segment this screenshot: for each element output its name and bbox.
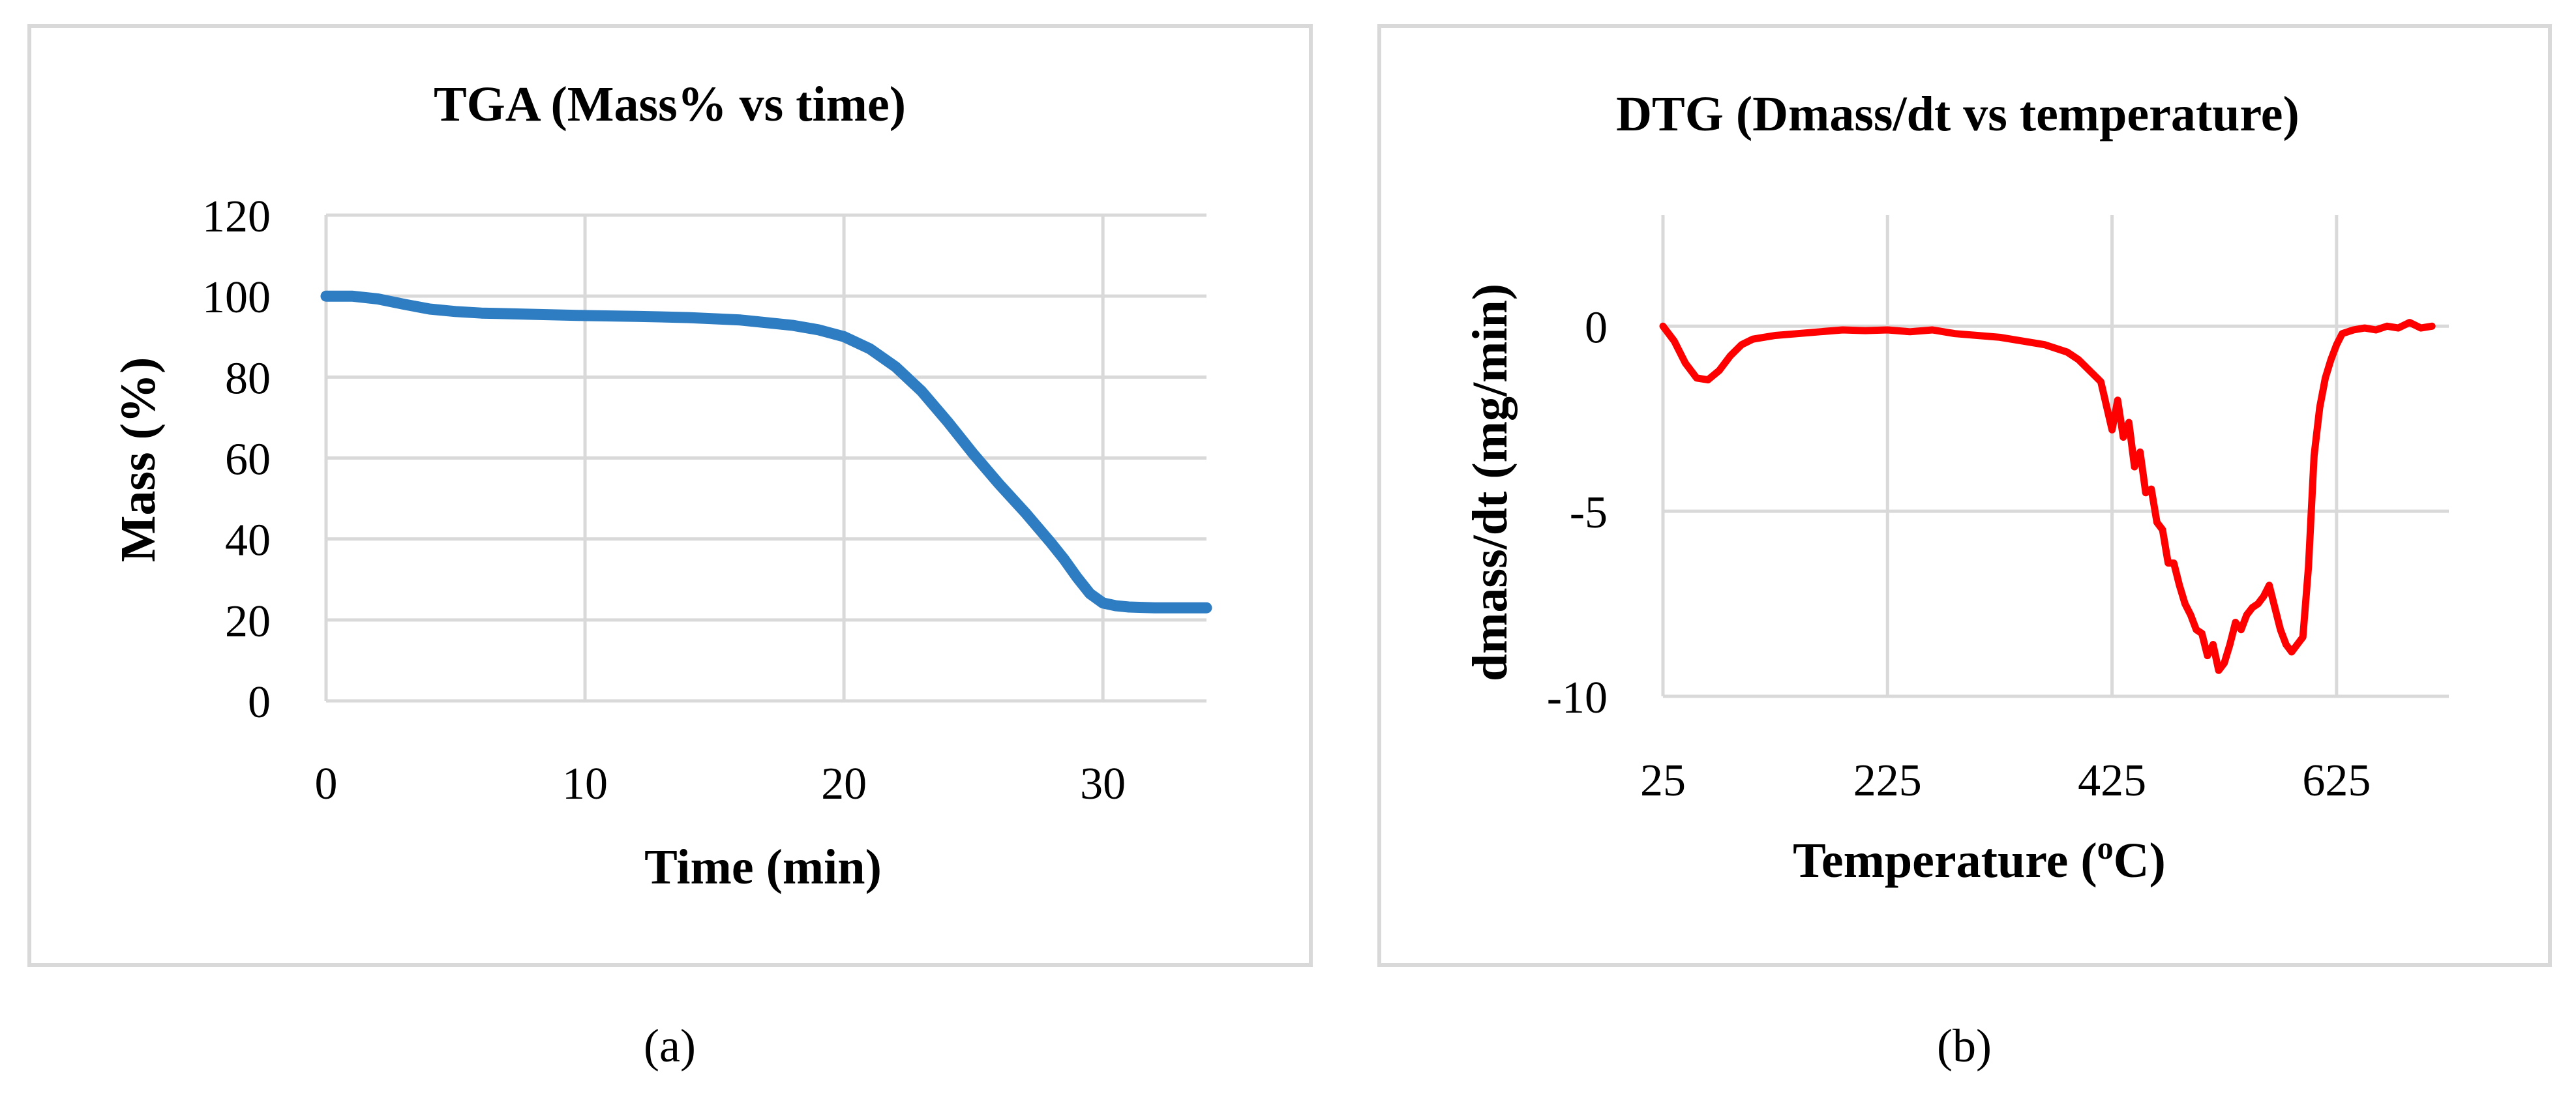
panel-a-x-axis-label: Time (min) <box>644 840 882 895</box>
panel-b-x-tick-labels: 25 225 425 625 <box>1640 756 2371 806</box>
panel-b-caption: (b) <box>1937 1020 1992 1072</box>
panel-b-x-axis-label: Temperature (oC) <box>1793 829 2166 888</box>
panel-a-caption: (a) <box>644 1020 696 1072</box>
panel-b-x-tick-label: 425 <box>2078 756 2146 806</box>
panel-a-y-tick-label: 60 <box>225 435 271 485</box>
panel-b-y-tick-label: -10 <box>1547 673 1608 723</box>
panel-a-y-tick-label: 120 <box>202 192 271 242</box>
panel-a-y-tick-label: 80 <box>225 353 271 404</box>
panel-a-y-tick-label: 40 <box>225 516 271 566</box>
panel-a-y-tick-label: 20 <box>225 597 271 647</box>
panel-a-x-tick-label: 0 <box>315 759 338 809</box>
panel-b-y-axis-label: dmass/dt (mg/min) <box>1463 284 1518 681</box>
panel-a-x-tick-label: 10 <box>562 759 608 809</box>
panel-b-x-tick-label: 625 <box>2302 756 2371 806</box>
panel-b-y-tick-labels: 0 -5 -10 <box>1547 303 1608 723</box>
panel-b-x-label-superscript: o <box>2097 829 2114 866</box>
panel-a-y-axis-label: Mass (%) <box>111 357 166 563</box>
panel-a-x-tick-label: 30 <box>1080 759 1126 809</box>
panel-b-x-tick-label: 25 <box>1640 756 1686 806</box>
panel-a-y-tick-label: 0 <box>248 677 271 728</box>
panel-a-gridlines <box>324 213 1206 703</box>
panel-a-series-line <box>320 290 1212 614</box>
panel-b-series-line <box>1659 319 2436 674</box>
panel-b-x-label-main: Temperature ( <box>1793 833 2097 888</box>
panel-b-frame <box>1377 24 2552 967</box>
panel-b-y-tick-label: 0 <box>1585 303 1608 353</box>
panel-a-x-tick-label: 20 <box>821 759 867 809</box>
panel-a-y-tick-labels: 0 20 40 60 80 100 120 <box>202 192 271 728</box>
panel-a-title: TGA (Mass% vs time) <box>434 77 906 132</box>
panel-b-x-tick-label: 225 <box>1853 756 1922 806</box>
panel-a-y-tick-label: 100 <box>202 273 271 323</box>
panel-a: TGA (Mass% vs time) 0 20 40 60 80 100 120 0 10 2… <box>27 24 1313 967</box>
panel-a-x-tick-labels: 0 10 20 30 <box>315 759 1126 809</box>
panel-b-x-label-end: C) <box>2114 833 2166 888</box>
panel-b-title: DTG (Dmass/dt vs temperature) <box>1616 87 2299 141</box>
panel-a-frame <box>27 24 1313 967</box>
panel-b: DTG (Dmass/dt vs temperature) 0-5-10 25 2… <box>1377 24 2552 967</box>
panel-b-y-tick-label: -5 <box>1570 488 1608 538</box>
